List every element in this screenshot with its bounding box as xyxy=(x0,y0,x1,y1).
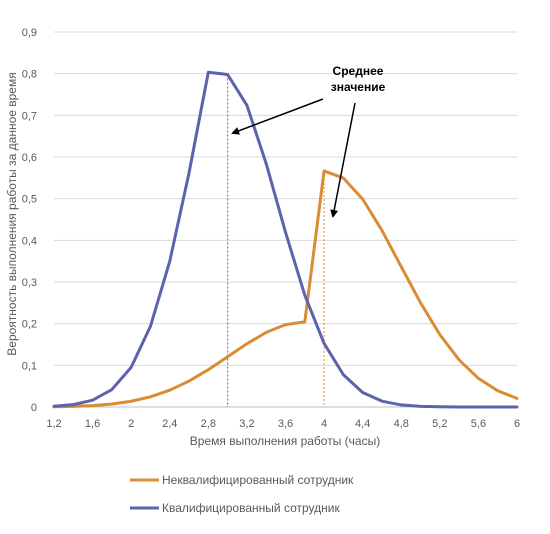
y-tick-label: 0 xyxy=(31,402,37,414)
x-tick-label: 3,2 xyxy=(239,418,254,430)
series-lines xyxy=(52,70,519,409)
x-axis-title: Время выполнения работы (часы) xyxy=(190,434,380,448)
y-axis-ticks: 0 0,1 0,2 0,3 0,4 0,5 0,6 0,7 0,8 0,9 xyxy=(22,27,37,414)
annotation-line2: значение xyxy=(331,80,386,94)
x-tick-label: 2 xyxy=(128,418,134,430)
y-tick-label: 0,6 xyxy=(22,152,37,164)
x-axis-ticks: 1,2 1,6 2 2,4 2,8 3,2 3,6 4 4,4 4,8 5,2 5,6 6 xyxy=(46,418,520,430)
y-tick-label: 0,2 xyxy=(22,319,37,331)
y-tick-label: 0,7 xyxy=(22,110,37,122)
x-tick-label: 2,4 xyxy=(162,418,177,430)
y-tick-label: 0,3 xyxy=(22,277,37,289)
y-tick-label: 0,1 xyxy=(22,360,37,372)
x-tick-label: 3,6 xyxy=(278,418,293,430)
annotation-arrow-right xyxy=(330,102,356,218)
y-tick-label: 0,8 xyxy=(22,69,37,81)
mean-lines xyxy=(227,74,325,407)
legend-label-1: Квалифицированный сотрудник xyxy=(162,501,340,515)
series-line-1 xyxy=(52,70,519,409)
x-tick-label: 4 xyxy=(321,418,327,430)
series-line-0 xyxy=(52,169,519,409)
annotation-line1: Среднее xyxy=(333,64,384,78)
x-tick-label: 4,8 xyxy=(394,418,409,430)
annotation-arrow-left xyxy=(231,98,324,135)
x-tick-label: 2,8 xyxy=(201,418,216,430)
gridlines xyxy=(54,31,517,366)
y-tick-label: 0,9 xyxy=(22,27,37,39)
x-tick-label: 5,6 xyxy=(471,418,486,430)
x-tick-label: 4,4 xyxy=(355,418,370,430)
legend-label-0: Неквалифицированный сотрудник xyxy=(162,473,354,487)
x-tick-label: 6 xyxy=(514,418,520,430)
x-tick-label: 5,2 xyxy=(432,418,447,430)
y-axis-title: Вероятность выполнения работы за данное … xyxy=(5,72,19,355)
y-tick-label: 0,5 xyxy=(22,194,37,206)
x-tick-label: 1,2 xyxy=(46,418,61,430)
legend: Неквалифицированный сотрудник Квалифициро… xyxy=(130,473,354,515)
annotation: Среднее значение xyxy=(231,64,386,218)
y-tick-label: 0,4 xyxy=(22,235,37,247)
x-tick-label: 1,6 xyxy=(85,418,100,430)
